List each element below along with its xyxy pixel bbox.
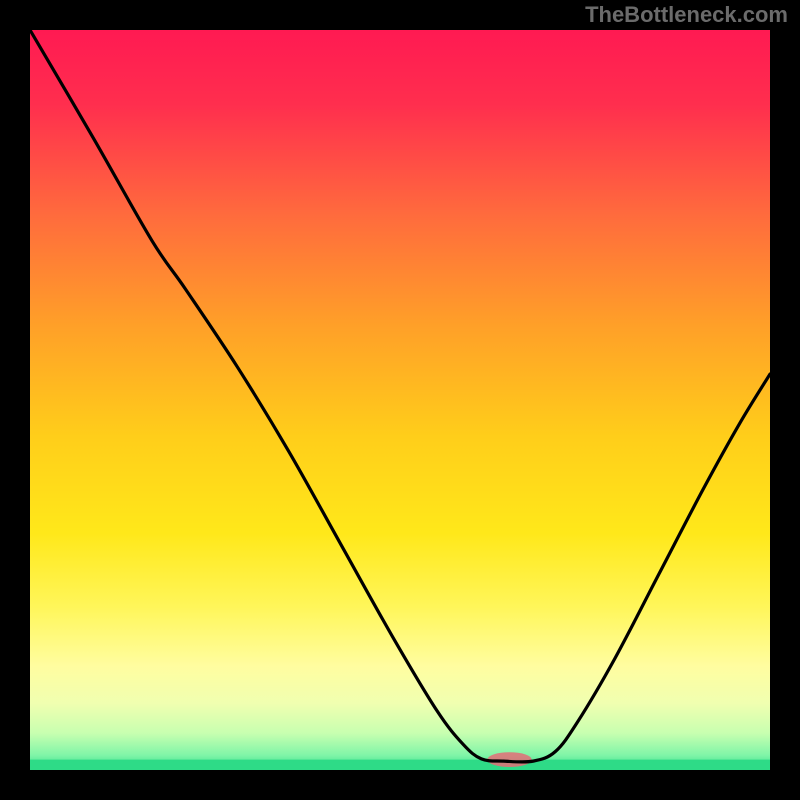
source-watermark: TheBottleneck.com [585, 2, 788, 28]
plot-svg [30, 30, 770, 770]
chart-frame: TheBottleneck.com [0, 0, 800, 800]
gradient-background [30, 30, 770, 770]
plot-area [30, 30, 770, 770]
baseline-band [30, 760, 770, 770]
